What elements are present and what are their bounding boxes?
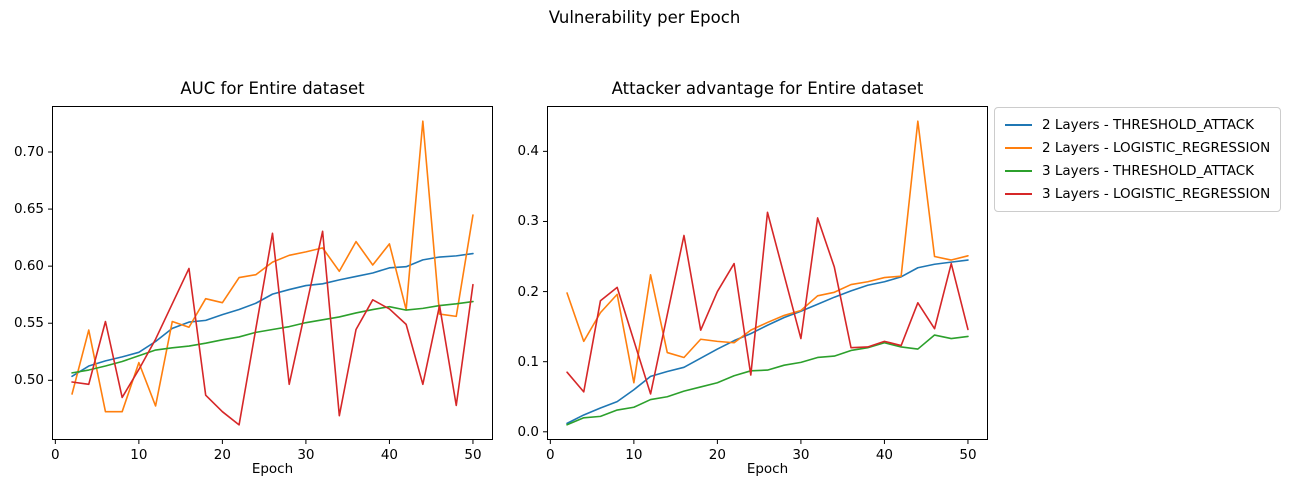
series-2-layers-logistic-regression xyxy=(566,120,969,384)
series-2-layers-threshold-attack xyxy=(71,252,474,378)
chart-title-advantage: Attacker advantage for Entire dataset xyxy=(611,79,924,98)
series-3-layers-threshold-attack xyxy=(566,334,969,426)
x-tick-label: 10 xyxy=(130,447,148,463)
advantage-chart: Attacker advantage for Entire dataset Ep… xyxy=(518,79,988,477)
x-tick-label: 50 xyxy=(464,447,482,463)
series-2-layers-threshold-attack xyxy=(566,259,969,425)
legend-item: 3 Layers - LOGISTIC_REGRESSION xyxy=(1005,185,1270,203)
legend-item: 3 Layers - THRESHOLD_ATTACK xyxy=(1005,162,1270,180)
axes-border xyxy=(547,106,988,440)
y-tick-label: 0.55 xyxy=(13,315,44,332)
figure-title: Vulnerability per Epoch xyxy=(548,8,741,27)
series-2-layers-logistic-regression xyxy=(71,120,474,413)
y-tick-label: 0.3 xyxy=(517,213,539,230)
x-tick-label: 30 xyxy=(297,447,315,463)
legend-line-swatch xyxy=(1005,193,1032,195)
x-axis-label: Epoch xyxy=(746,461,789,477)
series-3-layers-logistic-regression xyxy=(71,230,474,426)
plot-area xyxy=(543,106,988,444)
x-tick-label: 0 xyxy=(51,447,60,463)
legend-label: 2 Layers - LOGISTIC_REGRESSION xyxy=(1042,140,1271,156)
legend: 2 Layers - THRESHOLD_ATTACK 2 Layers - L… xyxy=(994,107,1282,212)
y-tick-label: 0.2 xyxy=(517,283,539,300)
y-tick-label: 0.70 xyxy=(13,144,44,160)
legend-line-swatch xyxy=(1005,124,1032,126)
auc-chart: AUC for Entire dataset Epoch 0 10 20 30 40 50… xyxy=(14,79,493,477)
series-3-layers-logistic-regression xyxy=(566,211,969,395)
plot-area xyxy=(48,106,493,444)
y-tick-label: 0.65 xyxy=(13,201,44,218)
x-tick-label: 30 xyxy=(792,447,810,463)
x-tick-label: 20 xyxy=(213,447,231,463)
legend-item: 2 Layers - LOGISTIC_REGRESSION xyxy=(1005,139,1270,157)
legend-line-swatch xyxy=(1005,170,1032,172)
legend-label: 3 Layers - LOGISTIC_REGRESSION xyxy=(1042,186,1271,202)
chart-title-auc: AUC for Entire dataset xyxy=(180,79,365,98)
legend-label: 3 Layers - THRESHOLD_ATTACK xyxy=(1042,163,1254,179)
y-tick-label: 0.1 xyxy=(517,353,539,370)
x-tick-label: 40 xyxy=(380,447,399,463)
x-tick-label: 40 xyxy=(875,447,894,463)
legend-label: 2 Layers - THRESHOLD_ATTACK xyxy=(1042,117,1254,133)
y-tick-label: 0.60 xyxy=(13,258,44,275)
x-axis-label: Epoch xyxy=(251,461,294,477)
series-3-layers-threshold-attack xyxy=(71,300,474,374)
x-tick-label: 0 xyxy=(546,447,555,463)
y-tick-label: 0.50 xyxy=(13,372,44,389)
x-tick-label: 20 xyxy=(708,447,726,463)
x-tick-label: 50 xyxy=(959,447,977,463)
x-tick-label: 10 xyxy=(625,447,643,463)
legend-item: 2 Layers - THRESHOLD_ATTACK xyxy=(1005,116,1270,134)
axes-border xyxy=(52,106,493,440)
y-tick-label: 0.0 xyxy=(517,423,539,440)
y-tick-label: 0.4 xyxy=(517,143,539,160)
legend-line-swatch xyxy=(1005,147,1032,149)
